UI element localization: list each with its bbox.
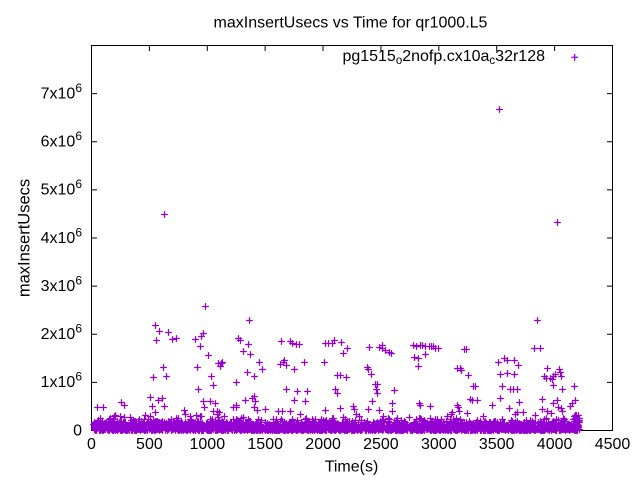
svg-text:6x106: 6x106: [41, 129, 83, 151]
svg-text:maxInsertUsecs: maxInsertUsecs: [15, 179, 33, 297]
svg-text:2500: 2500: [363, 436, 399, 453]
svg-text:2x106: 2x106: [41, 322, 83, 344]
svg-text:1500: 1500: [247, 436, 283, 453]
svg-text:0: 0: [73, 422, 82, 439]
svg-text:5x106: 5x106: [41, 177, 83, 199]
svg-text:500: 500: [136, 436, 163, 453]
svg-text:1000: 1000: [190, 436, 226, 453]
svg-text:maxInsertUsecs vs Time for qr1: maxInsertUsecs vs Time for qr1000.L5: [214, 15, 488, 32]
svg-text:3500: 3500: [479, 436, 515, 453]
svg-text:7x106: 7x106: [41, 81, 83, 103]
svg-text:4000: 4000: [537, 436, 573, 453]
svg-text:3x106: 3x106: [41, 273, 83, 295]
svg-text:4x106: 4x106: [41, 225, 83, 247]
svg-text:pg1515o2nofp.cx10ac32r128: pg1515o2nofp.cx10ac32r128: [342, 48, 545, 67]
svg-text:2000: 2000: [305, 436, 341, 453]
svg-text:Time(s): Time(s): [325, 459, 379, 476]
svg-text:3000: 3000: [421, 436, 457, 453]
svg-text:1x106: 1x106: [41, 370, 83, 392]
svg-text:0: 0: [87, 436, 96, 453]
svg-text:4500: 4500: [595, 436, 631, 453]
